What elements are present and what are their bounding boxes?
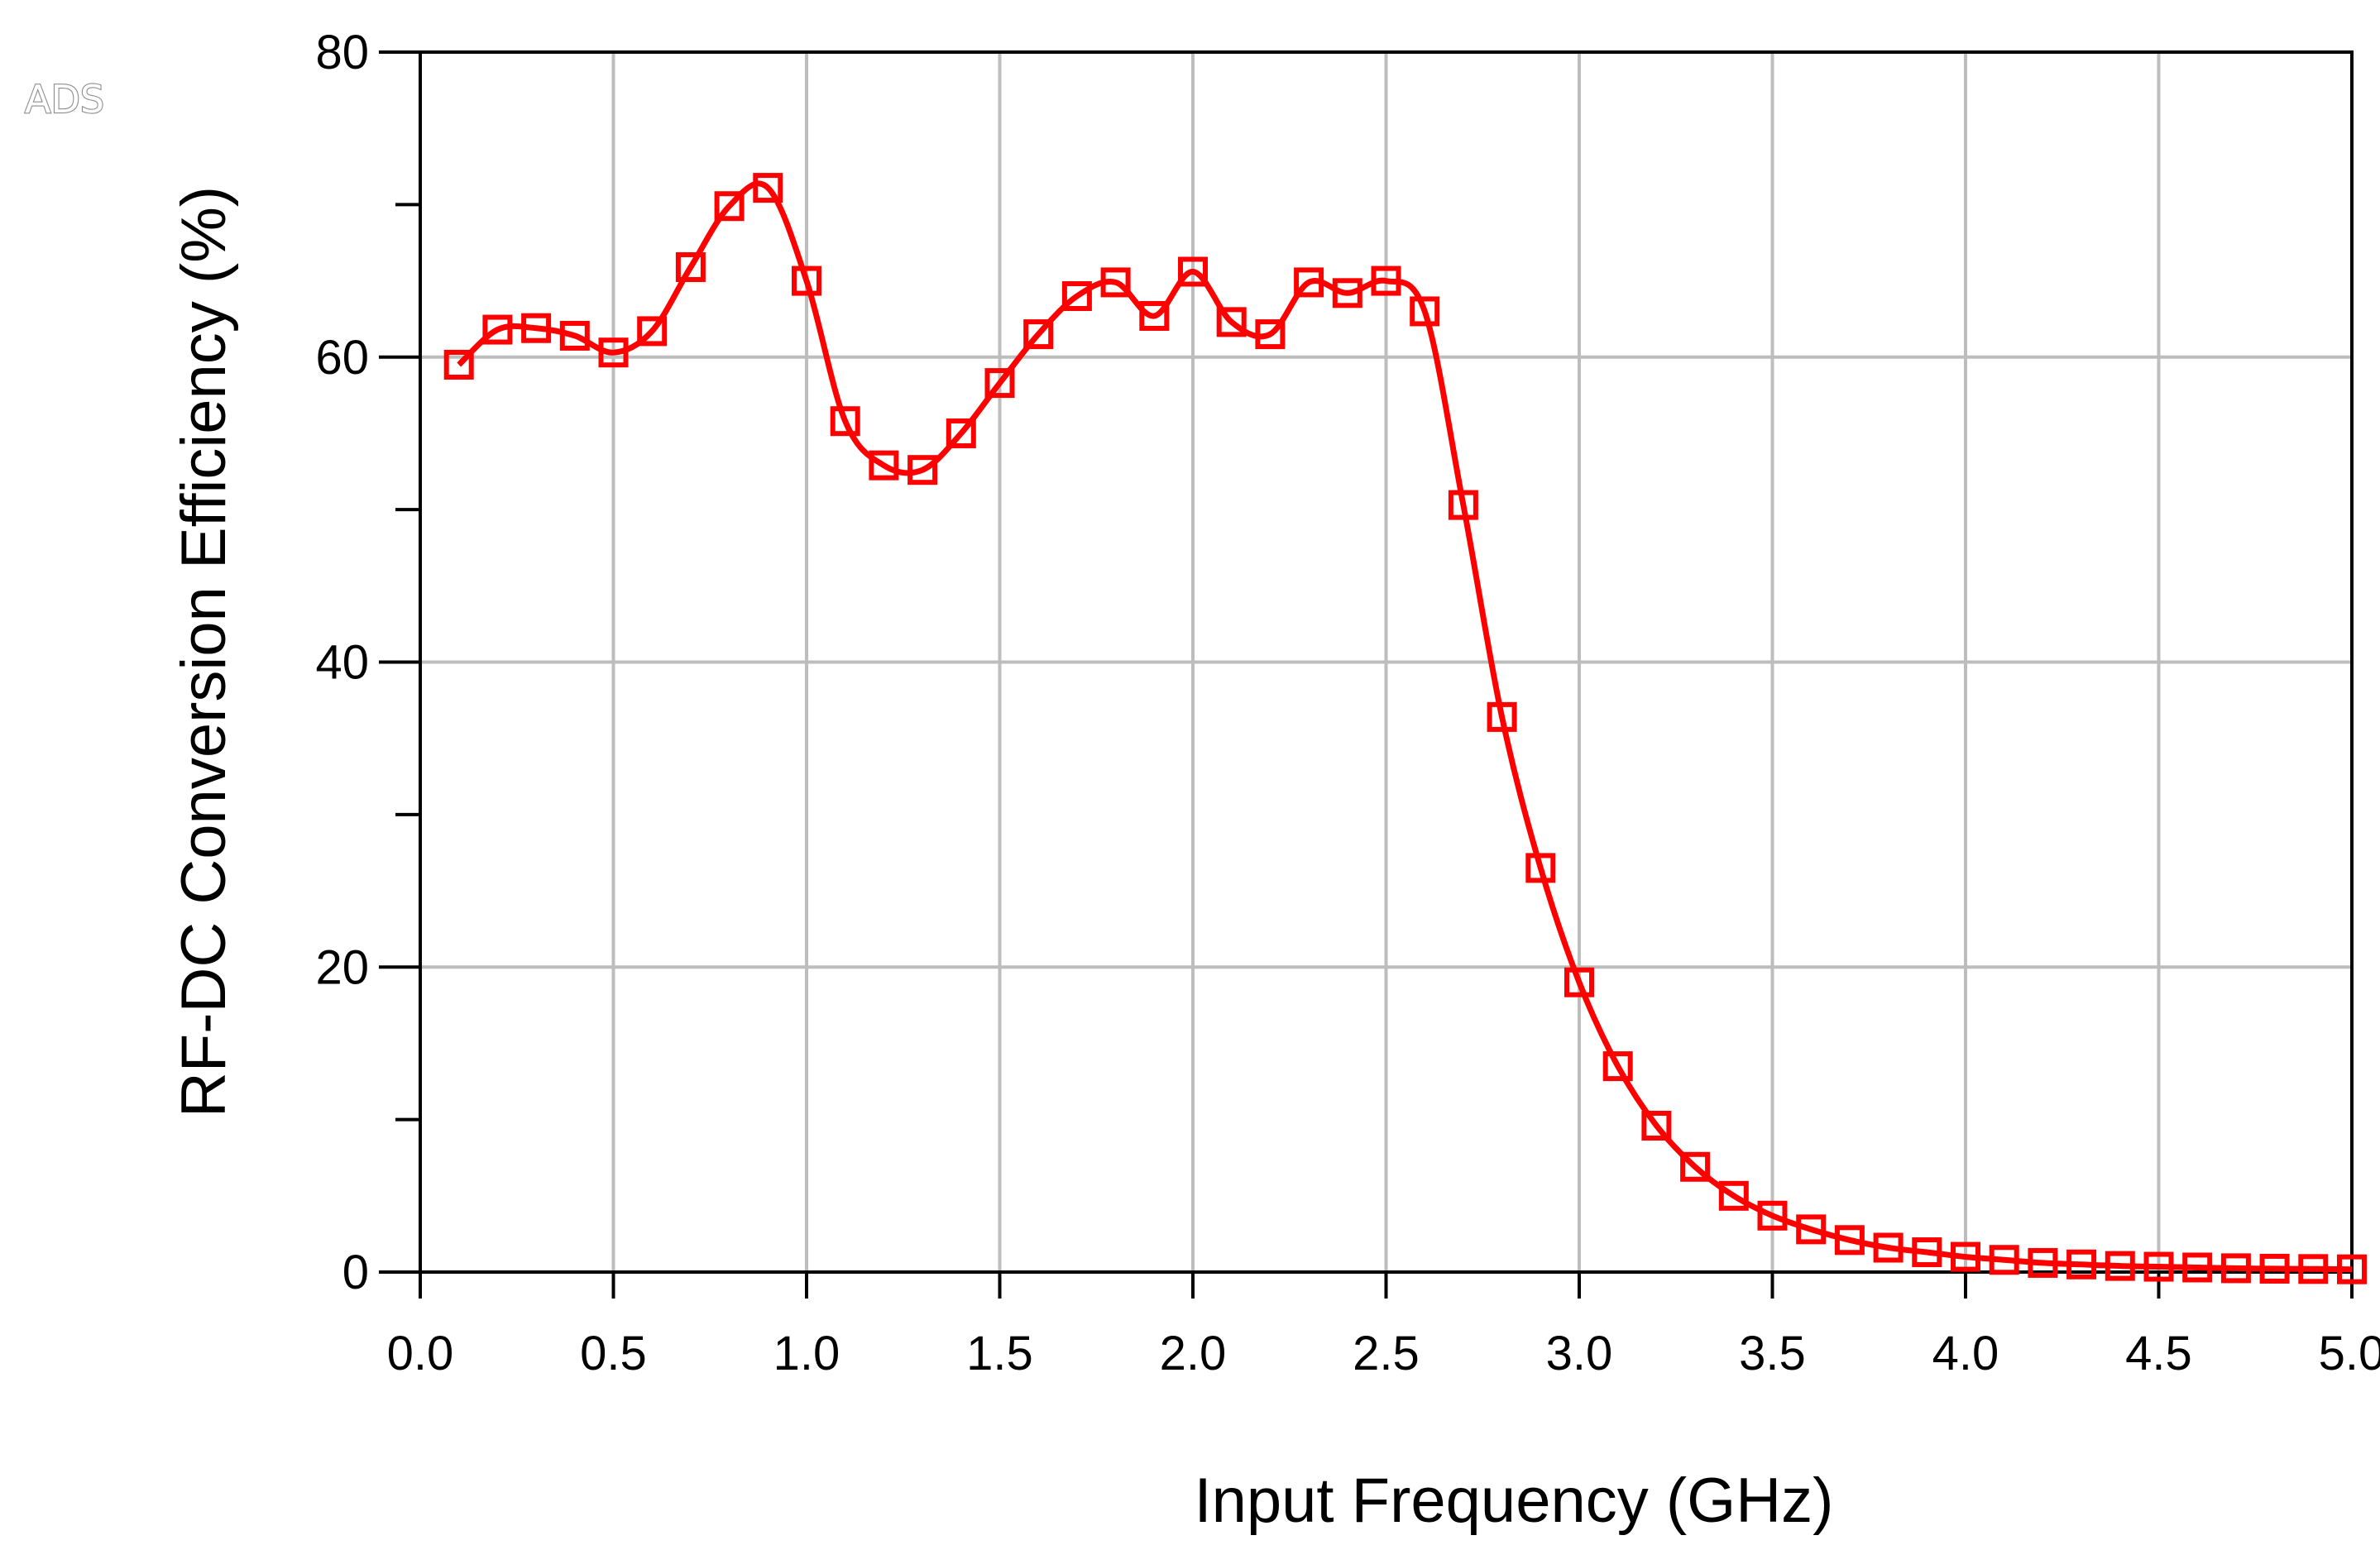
- axes: [379, 50, 2354, 1299]
- x-tick-label: 0.0: [387, 1327, 454, 1380]
- data-point-marker: [1873, 1232, 1904, 1263]
- data-point-marker: [1332, 278, 1362, 309]
- data-point-marker: [1564, 967, 1594, 997]
- y-tick-label: 80: [315, 26, 369, 79]
- data-point-marker: [2028, 1247, 2058, 1278]
- data-point-marker: [1757, 1200, 1788, 1231]
- efficiency-line: [457, 180, 2353, 1273]
- y-tick-label: 40: [315, 636, 369, 690]
- data-point-marker: [753, 173, 783, 203]
- data-point-marker: [1951, 1241, 1980, 1272]
- data-point-marker: [946, 418, 976, 448]
- data-point-marker: [2337, 1254, 2367, 1284]
- y-tick-label: 20: [315, 940, 369, 994]
- data-point-marker: [869, 450, 899, 481]
- y-tick-label: 60: [315, 331, 369, 385]
- data-point-marker: [714, 191, 745, 222]
- x-tick-label: 3.0: [1546, 1327, 1613, 1380]
- data-point-marker: [1255, 319, 1286, 350]
- x-tick-label: 1.0: [773, 1327, 840, 1380]
- grid: [420, 52, 2352, 1272]
- data-point-marker: [521, 313, 552, 343]
- data-point-marker: [1525, 853, 1556, 883]
- data-point-marker: [1912, 1237, 1942, 1268]
- data-point-marker: [559, 320, 590, 351]
- tick-labels: 0 20 40 60 80 0.0 0.5 1.0 1.5 2.0 2.5 3.0 3.5 4.0 4.5 5…: [315, 26, 2380, 1380]
- x-tick-label: 1.5: [966, 1327, 1033, 1380]
- data-point-marker: [1641, 1111, 1672, 1141]
- x-tick-label: 4.5: [2125, 1327, 2192, 1380]
- data-point-marker: [1139, 300, 1170, 331]
- data-point-marker: [675, 251, 706, 282]
- data-point-marker: [907, 455, 938, 486]
- ads-watermark: ADS: [25, 77, 104, 122]
- data-point-marker: [1294, 267, 1324, 298]
- data-point-marker: [1834, 1225, 1865, 1256]
- data-point-marker: [2105, 1251, 2135, 1281]
- data-point-marker: [2182, 1252, 2213, 1283]
- data-point-marker: [792, 265, 821, 296]
- data-point-marker: [2220, 1253, 2251, 1284]
- data-point-marker: [2143, 1251, 2174, 1282]
- data-point-marker: [598, 337, 629, 368]
- y-axis-title: RF-DC Conversion Efficiency (%): [169, 186, 239, 1117]
- x-tick-label: 2.5: [1353, 1327, 1420, 1380]
- data-point-marker: [443, 349, 474, 380]
- data-point-marker: [1410, 296, 1440, 327]
- data-point-marker: [1718, 1180, 1749, 1211]
- data-point-marker: [1216, 307, 1247, 337]
- series-efficiency: [443, 173, 2367, 1284]
- data-point-marker: [2259, 1253, 2290, 1284]
- data-point-marker: [2298, 1254, 2329, 1284]
- data-point-marker: [1100, 267, 1131, 298]
- x-tick-label: 0.5: [580, 1327, 647, 1380]
- data-point-marker: [1989, 1245, 2019, 1275]
- data-point-marker: [1178, 256, 1208, 287]
- x-tick-label: 3.5: [1739, 1327, 1806, 1380]
- x-tick-label: 5.0: [2319, 1327, 2380, 1380]
- data-point-marker: [830, 406, 860, 437]
- data-point-marker: [1448, 490, 1478, 520]
- data-point-marker: [1023, 319, 1054, 350]
- data-point-marker: [1487, 701, 1517, 732]
- data-point-marker: [1680, 1151, 1711, 1182]
- x-axis-title: Input Frequency (GHz): [1195, 1466, 1834, 1536]
- data-point-marker: [637, 316, 668, 347]
- y-tick-label: 0: [342, 1246, 369, 1299]
- data-point-marker: [482, 314, 513, 345]
- x-tick-label: 2.0: [1160, 1327, 1227, 1380]
- data-point-marker: [2066, 1249, 2097, 1280]
- data-point-marker: [984, 368, 1015, 399]
- x-tick-label: 4.0: [1932, 1327, 1999, 1380]
- data-point-marker: [1061, 281, 1092, 311]
- data-point-marker: [1796, 1214, 1827, 1245]
- data-point-marker: [1371, 265, 1401, 296]
- data-point-marker: [1602, 1051, 1633, 1082]
